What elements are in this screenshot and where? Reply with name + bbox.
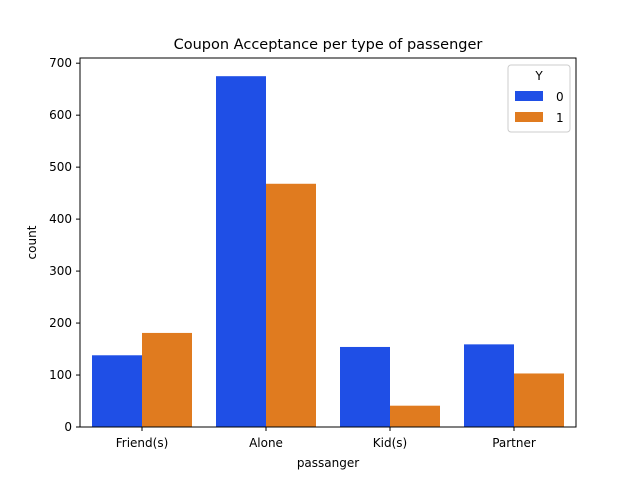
legend-title: Y <box>534 69 543 83</box>
y-tick-label: 600 <box>49 108 72 122</box>
y-axis: 0 100 200 300 400 500 600 700 <box>49 56 80 434</box>
bar-kid-s-y1 <box>390 405 440 427</box>
y-axis-label: count <box>25 225 39 259</box>
legend-label-y0: 0 <box>556 90 564 104</box>
x-tick-label: Friend(s) <box>116 436 169 450</box>
chart-title: Coupon Acceptance per type of passenger <box>174 37 483 53</box>
bar-friend-s-y1 <box>142 332 192 427</box>
legend-swatch-y0 <box>515 91 543 101</box>
x-axis: Friend(s) Alone Kid(s) Partner <box>116 427 536 450</box>
bar-alone-y1 <box>266 183 316 427</box>
legend: Y 01 <box>507 64 571 133</box>
legend-items: 01 <box>515 90 564 125</box>
legend-swatch-y1 <box>515 112 543 122</box>
y-tick-label: 400 <box>49 212 72 226</box>
y-tick-label: 700 <box>49 56 72 70</box>
y-tick-label: 100 <box>49 368 72 382</box>
bar-alone-y0 <box>216 76 266 427</box>
bar-partner-y1 <box>514 373 564 427</box>
x-tick-label: Alone <box>249 436 283 450</box>
plot-frame <box>79 57 577 428</box>
bar-kid-s-y0 <box>340 346 390 427</box>
y-tick-label: 500 <box>49 160 72 174</box>
x-tick-label: Kid(s) <box>373 436 407 450</box>
x-axis-label: passanger <box>297 456 359 470</box>
bars-layer <box>92 76 564 427</box>
bar-partner-y0 <box>464 344 514 427</box>
bar-friend-s-y0 <box>92 355 142 427</box>
y-tick-label: 0 <box>64 420 72 434</box>
legend-label-y1: 1 <box>556 111 564 125</box>
y-tick-label: 300 <box>49 264 72 278</box>
y-tick-label: 200 <box>49 316 72 330</box>
x-tick-label: Partner <box>492 436 536 450</box>
